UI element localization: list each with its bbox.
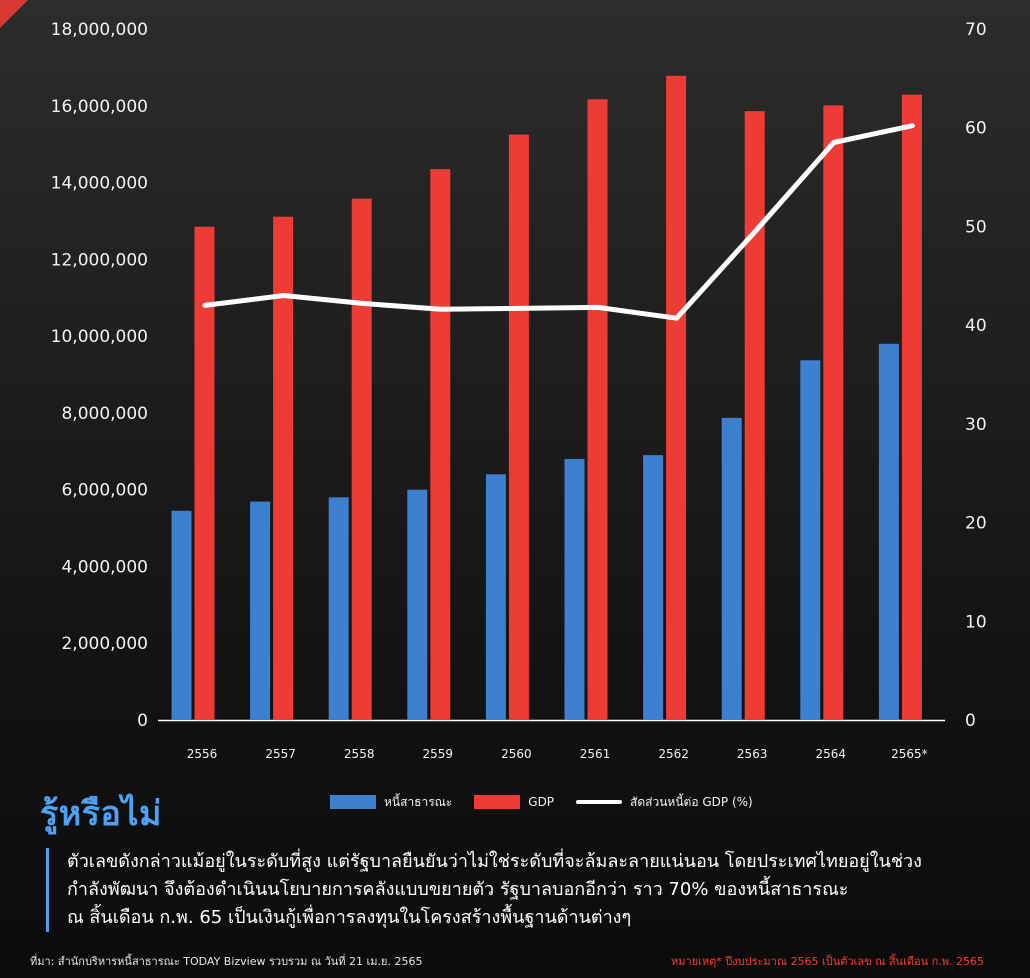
bar-gdp xyxy=(194,226,215,721)
bar-gdp xyxy=(351,198,372,720)
y-left-tick-label: 4,000,000 xyxy=(61,557,148,577)
bar-debt xyxy=(328,497,349,720)
source-text: ที่มา: สำนักบริหารหนี้สาธารณะ TODAY Bizv… xyxy=(30,955,423,968)
y-left-tick-label: 18,000,000 xyxy=(51,20,148,40)
x-tick-label: 2559 xyxy=(423,747,454,761)
legend-swatch-gdp xyxy=(474,795,521,809)
y-left-tick-label: 16,000,000 xyxy=(51,97,148,117)
bar-gdp xyxy=(587,99,608,721)
bar-debt xyxy=(800,360,821,720)
y-left-tick-label: 6,000,000 xyxy=(61,481,148,501)
legend-item-ratio: สัดส่วนหนี้ต่อ GDP (%) xyxy=(576,793,753,812)
y-right-tick-label: 50 xyxy=(965,217,987,237)
bar-gdp xyxy=(666,75,687,720)
legend-label-debt: หนี้สาธารณะ xyxy=(384,794,453,809)
heading: รู้หรือไม่ xyxy=(40,794,162,834)
y-left-tick-label: 14,000,000 xyxy=(51,174,148,194)
bar-gdp xyxy=(744,111,765,720)
y-left-tick-label: 8,000,000 xyxy=(61,404,148,424)
y-right-tick-label: 40 xyxy=(965,316,987,336)
bar-gdp xyxy=(273,216,294,720)
bar-debt xyxy=(250,501,271,720)
x-tick-label: 2564 xyxy=(816,747,847,761)
ratio-line xyxy=(202,123,915,321)
x-tick-label: 2558 xyxy=(344,747,375,761)
x-tick-label: 2557 xyxy=(265,747,296,761)
y-right-tick-label: 70 xyxy=(965,20,987,40)
paragraph-line-3: ณ สิ้นเดือน ก.พ. 65 เป็นเงินกู้เพื่อการล… xyxy=(67,907,632,928)
red-corner-decoration xyxy=(0,0,46,46)
x-tick-label: 2561 xyxy=(580,747,611,761)
x-tick-label: 2560 xyxy=(501,747,532,761)
bar-debt xyxy=(721,417,742,720)
x-tick-label: 2562 xyxy=(658,747,689,761)
bar-debt xyxy=(407,489,428,720)
paragraph: ตัวเลขดังกล่าวแม้อยู่ในระดับที่สูง แต่รั… xyxy=(46,848,1007,932)
bar-debt xyxy=(485,474,506,720)
chart: 0 2,000,000 4,000,000 6,000,000 8,000,000 10,… xyxy=(51,20,987,761)
bar-debt xyxy=(878,343,899,720)
y-left-tick-label: 12,000,000 xyxy=(51,250,148,270)
paragraph-line-1: ตัวเลขดังกล่าวแม้อยู่ในระดับที่สูง แต่รั… xyxy=(67,851,922,872)
y-right-tick-label: 20 xyxy=(965,514,987,534)
bar-gdp xyxy=(901,94,922,720)
legend-label-gdp: GDP xyxy=(528,795,555,809)
x-tick-label: 2565* xyxy=(891,747,928,761)
legend-item-debt: หนี้สาธารณะ xyxy=(330,793,452,812)
y-right-tick-label: 60 xyxy=(965,119,987,139)
x-tick-label: 2563 xyxy=(737,747,768,761)
footnote: หมายเหตุ* ปีงบประมาณ 2565 เป็นตัวเลข ณ ส… xyxy=(671,955,984,968)
bar-gdp xyxy=(823,105,844,720)
bar-debt xyxy=(564,458,585,720)
y-right-tick-label: 10 xyxy=(965,612,987,632)
legend-line-ratio xyxy=(576,800,623,804)
y-right-tick-label: 0 xyxy=(965,711,976,731)
bar-gdp xyxy=(508,134,529,720)
y-left-tick-label: 2,000,000 xyxy=(61,634,148,654)
x-tick-label: 2556 xyxy=(187,747,218,761)
bar-debt xyxy=(171,510,192,720)
y-left-tick-label: 0 xyxy=(137,711,148,731)
legend-swatch-debt xyxy=(330,795,376,809)
legend-label-ratio: สัดส่วนหนี้ต่อ GDP (%) xyxy=(630,794,753,809)
chart-legend: หนี้สาธารณะ GDP สัดส่วนหนี้ต่อ GDP (%) xyxy=(330,792,775,812)
bar-gdp xyxy=(430,169,451,720)
y-right-tick-label: 30 xyxy=(965,415,987,435)
paragraph-line-2: กำลังพัฒนา จึงต้องดำเนินนโยบายการคลังแบบ… xyxy=(67,879,849,900)
legend-item-gdp: GDP xyxy=(474,795,554,809)
y-left-tick-label: 10,000,000 xyxy=(51,327,148,347)
bar-debt xyxy=(643,455,664,720)
